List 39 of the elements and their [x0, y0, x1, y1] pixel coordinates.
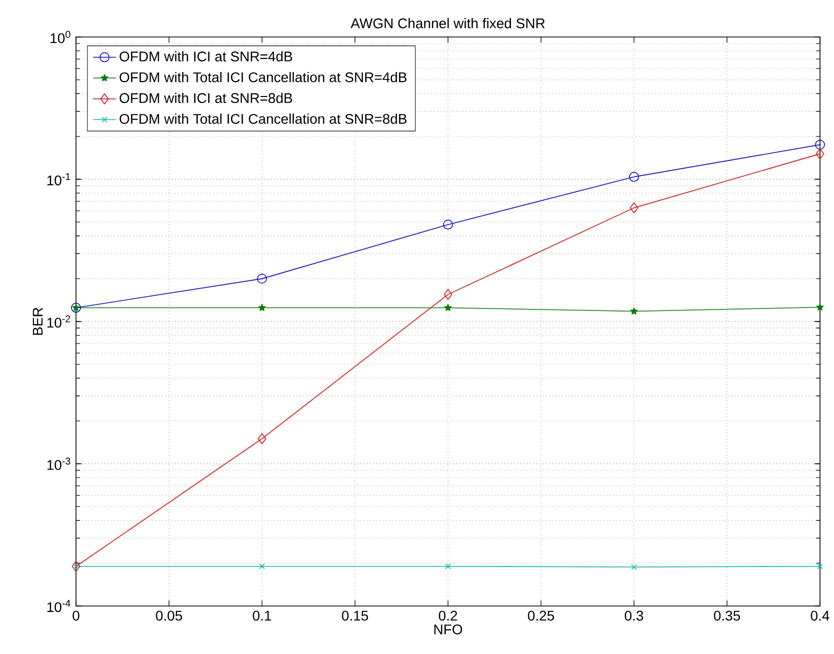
- legend-label: OFDM with Total ICI Cancellation at SNR=4dB: [120, 72, 406, 82]
- y-tick-label: 10$^{-2}$: [47, 315, 70, 328]
- x-tick-label: 0.1: [252, 610, 272, 621]
- x-tick-label: 0.2: [438, 610, 458, 621]
- x-tick-label: 0.3: [624, 610, 644, 621]
- legend-label: OFDM with ICI at SNR=8dB: [120, 92, 292, 104]
- point: [445, 564, 451, 570]
- point: [444, 304, 452, 311]
- legend-label: OFDM with ICI at SNR=4dB: [120, 51, 292, 62]
- point: [258, 433, 266, 444]
- x-tick-label: 0.25: [528, 610, 554, 621]
- legend-label: OFDM with Total ICI Cancellation at SNR=8dB: [120, 114, 406, 124]
- x-axis-title: NFO: [434, 624, 462, 634]
- point: [257, 274, 267, 284]
- y-axis-title: BER: [32, 308, 43, 335]
- y-tick-label: 10$^{-4}$: [47, 600, 70, 612]
- x-tick-label: 0: [72, 610, 80, 621]
- point: [816, 303, 824, 310]
- point: [817, 564, 823, 570]
- point: [816, 148, 824, 160]
- x-tick-label: 0.05: [156, 610, 182, 621]
- y-tick-label: 10$^{-1}$: [47, 173, 70, 186]
- x-tick-label: 0.15: [342, 610, 368, 621]
- point: [444, 288, 452, 300]
- point: [630, 202, 638, 214]
- point: [73, 564, 79, 570]
- x-tick-label: 0.4: [810, 610, 830, 621]
- point: [259, 564, 265, 570]
- point: [630, 307, 638, 314]
- chart-title: AWGN Channel with fixed SNR: [350, 18, 545, 28]
- point: [72, 560, 80, 572]
- x-tick-label: 0.35: [714, 610, 740, 621]
- point: [815, 140, 825, 150]
- y-tick-label: 10$^{-3}$: [47, 458, 70, 470]
- point: [631, 564, 637, 570]
- point: [258, 304, 266, 311]
- point: [443, 220, 453, 230]
- point: [629, 172, 639, 182]
- y-tick-label: 10$^{0}$: [50, 30, 70, 44]
